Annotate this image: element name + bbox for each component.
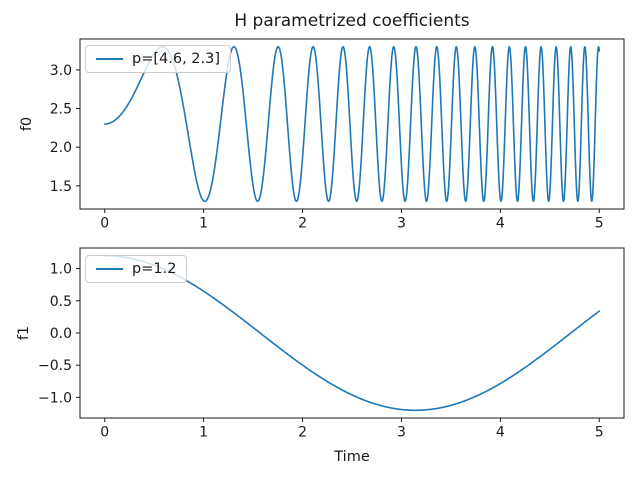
y-tick-label: 2.5 [50,102,72,118]
x-tick-label: 0 [100,425,109,441]
x-tick-label: 5 [595,425,604,441]
legend-bottom: p=1.2 [85,255,188,283]
y-tick-label: −1.0 [38,390,72,406]
series-line-bottom-0 [103,254,601,412]
figure-title: H parametrized coefficients [234,11,470,31]
y-axis-label-f1: f1 [16,325,32,341]
y-tick-label: 0.5 [50,294,72,310]
x-tick-label: 1 [199,425,208,441]
axes-frame-top [79,38,625,210]
x-tick-label: 1 [199,216,208,232]
x-tick-label: 2 [298,425,307,441]
x-tick-label: 3 [397,425,406,441]
legend-line-sample-icon [96,268,123,270]
y-tick-label: 1.5 [50,179,72,195]
y-tick-label: 1.0 [50,262,72,278]
y-tick-label: 3.0 [50,63,72,79]
legend-label: p=[4.6, 2.3] [132,51,221,67]
x-tick-label: 4 [496,216,505,232]
y-tick-label: −0.5 [38,358,72,374]
x-tick-label: 0 [100,216,109,232]
y-axis-label-f0: f0 [19,116,35,132]
x-tick-label: 2 [298,216,307,232]
legend-line-sample-icon [96,58,123,60]
legend-top: p=[4.6, 2.3] [85,45,232,73]
y-tick-label: 0.0 [50,326,72,342]
y-tick-label: 2.0 [50,140,72,156]
x-tick-label: 5 [595,216,604,232]
series-line-top-0 [103,45,601,203]
x-tick-label: 3 [397,216,406,232]
x-tick-label: 4 [496,425,505,441]
x-axis-label-time: Time [334,449,370,465]
legend-label: p=1.2 [132,261,177,277]
